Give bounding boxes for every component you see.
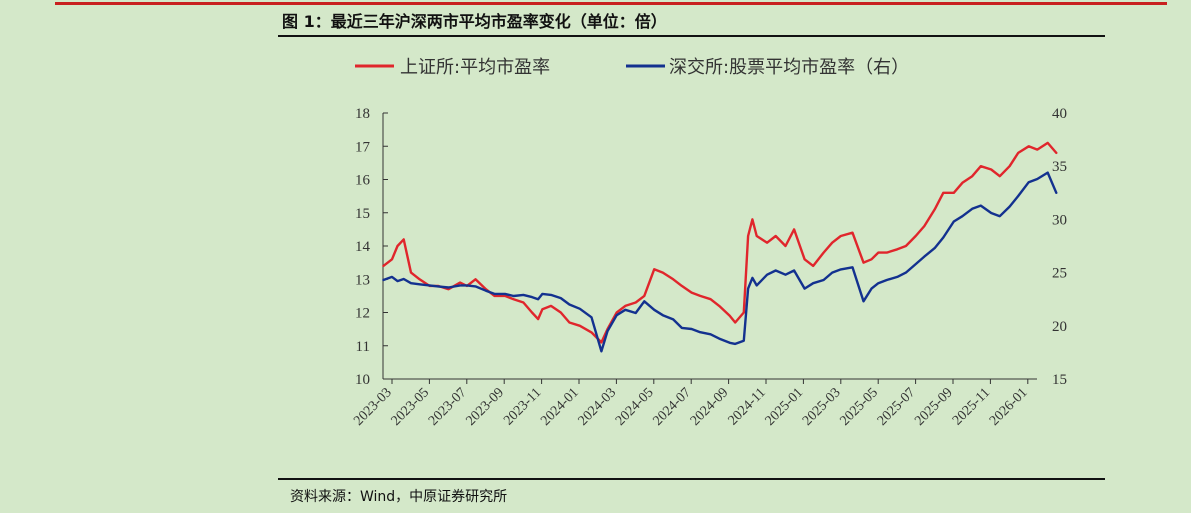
x-tick-label: 2025-05 [837, 385, 881, 429]
x-tick-label: 2024-05 [613, 385, 657, 429]
y-left-tick-label: 15 [355, 206, 370, 222]
x-tick-label: 2023-11 [501, 385, 544, 428]
x-tick-label: 2023-03 [351, 385, 395, 429]
top-accent-rule [55, 2, 1167, 5]
x-tick-label: 2026-01 [987, 385, 1031, 429]
y-right-tick-label: 15 [1052, 372, 1067, 388]
x-tick-label: 2023-05 [389, 385, 433, 429]
title-rule [278, 35, 1105, 37]
x-tick-label: 2025-07 [875, 385, 919, 429]
y-left-tick-label: 17 [355, 139, 371, 155]
source-note: 资料来源：Wind，中原证券研究所 [290, 489, 508, 505]
y-left-tick-label: 13 [355, 272, 370, 288]
y-right-tick-label: 30 [1052, 212, 1067, 228]
y-left-tick-label: 10 [355, 372, 370, 388]
x-tick-label: 2024-01 [538, 385, 582, 429]
legend-label-sse: 上证所:平均市盈率 [400, 57, 550, 78]
y-left-tick-label: 18 [355, 106, 370, 122]
y-left-tick-label: 12 [355, 306, 370, 322]
x-tick-label: 2023-07 [426, 385, 470, 429]
x-tick-label: 2023-09 [463, 385, 507, 429]
x-tick-label: 2024-07 [650, 385, 694, 429]
y-right-tick-label: 25 [1052, 266, 1067, 282]
y-right-tick-label: 40 [1052, 106, 1067, 122]
x-tick-label: 2025-01 [763, 385, 807, 429]
x-tick-label: 2025-09 [912, 385, 956, 429]
y-right-tick-label: 35 [1052, 159, 1067, 175]
x-tick-label: 2024-11 [726, 385, 769, 428]
bottom-rule [278, 478, 1105, 480]
x-tick-label: 2024-03 [576, 385, 620, 429]
x-tick-label: 2025-11 [950, 385, 993, 428]
y-left-tick-label: 16 [355, 173, 371, 189]
legend-label-szse: 深交所:股票平均市盈率（右） [669, 57, 909, 78]
y-left-tick-label: 14 [355, 239, 371, 255]
legend: 上证所:平均市盈率 深交所:股票平均市盈率（右） [355, 57, 909, 78]
y-left-tick-label: 11 [356, 339, 370, 355]
x-tick-label: 2024-09 [688, 385, 732, 429]
series-line-sse-pe [382, 141, 1058, 344]
x-tick-label: 2025-03 [800, 385, 844, 429]
figure-title: 图 1：最近三年沪深两市平均市盈率变化（单位：倍） [282, 12, 667, 31]
series-line-szse-pe [382, 171, 1058, 353]
y-right-tick-label: 20 [1052, 319, 1067, 335]
